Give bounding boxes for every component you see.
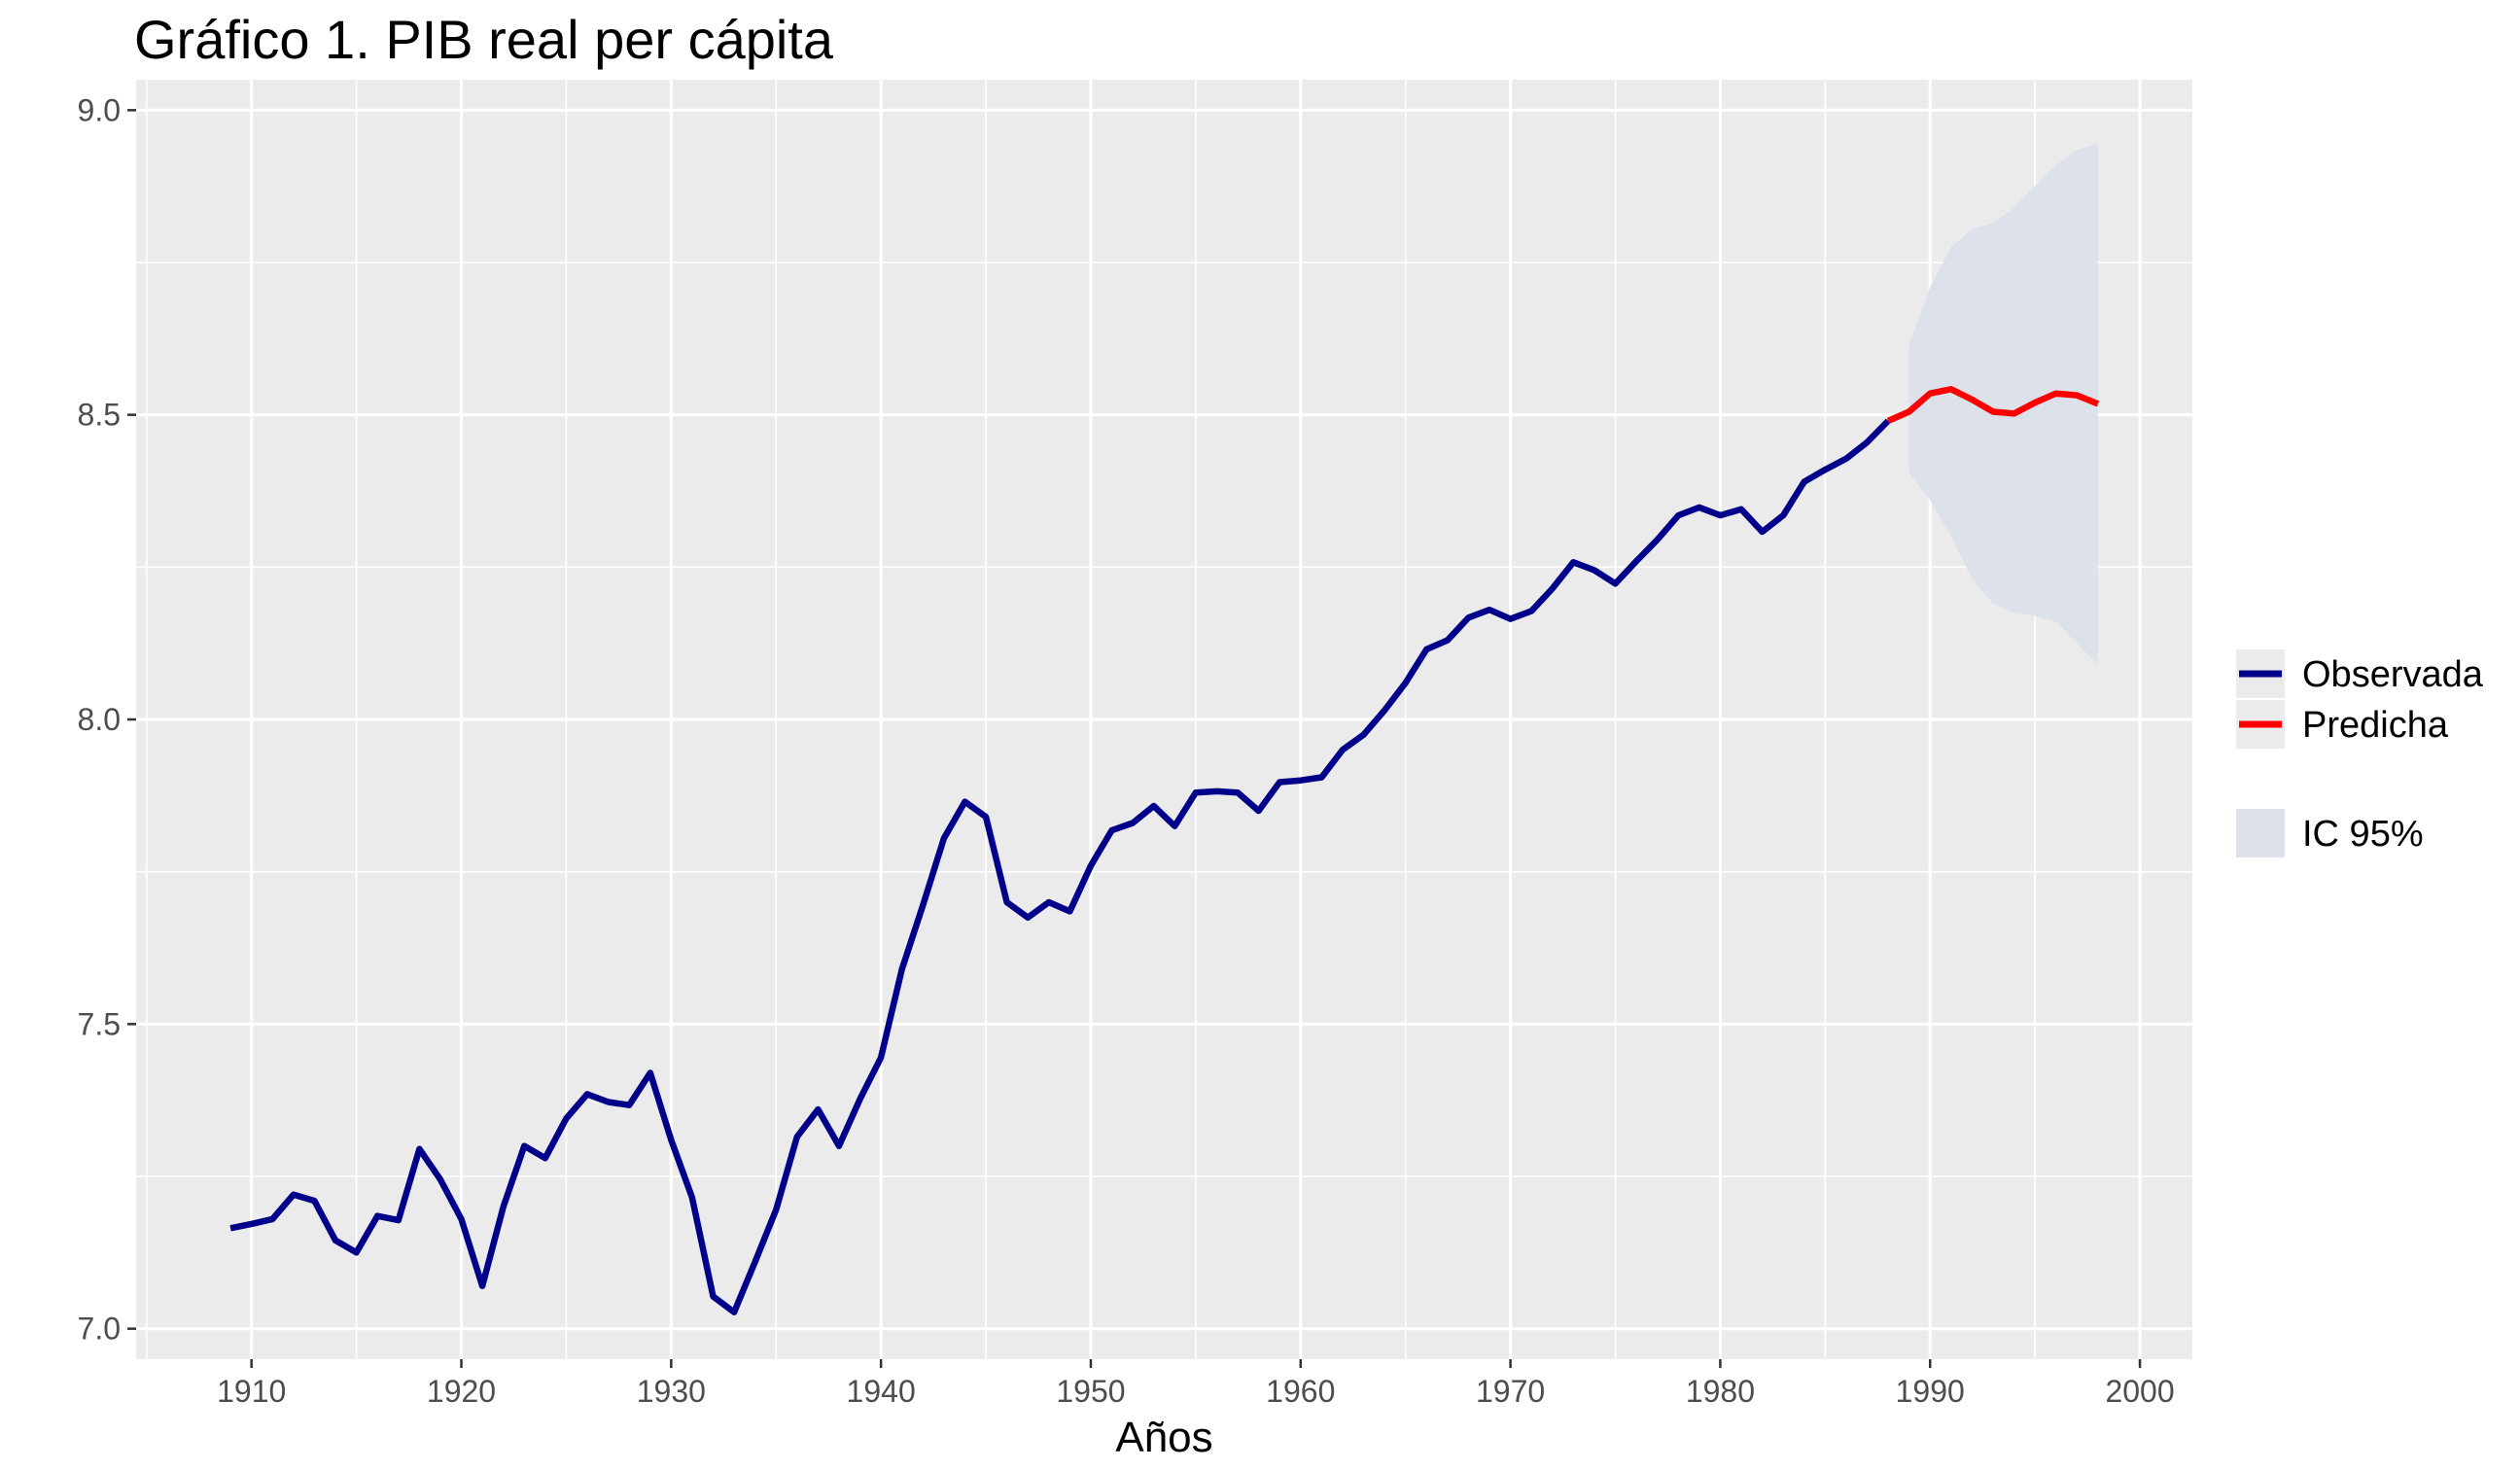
legend-label: Observada [2302,654,2484,695]
x-tick-label: 1990 [1896,1374,1965,1409]
x-axis-title: Años [1115,1414,1212,1461]
y-tick-label: 8.5 [78,398,121,433]
x-tick-label: 1940 [847,1374,916,1409]
confidence-ribbon [1908,143,2098,665]
y-tick-label: 7.0 [78,1312,121,1347]
legend: Observada Predicha IC 95% [2236,649,2484,858]
x-tick-label: 1950 [1056,1374,1125,1409]
x-tick-label: 2000 [2105,1374,2174,1409]
x-axis: 1910 1920 1930 1940 1950 1960 1970 1980 1990 2000 [217,1359,2175,1409]
series-layer [229,386,2100,1315]
y-tick-label: 9.0 [78,92,121,127]
x-tick-label: 1980 [1686,1374,1755,1409]
x-tick-label: 1930 [637,1374,706,1409]
series-line-0 [229,418,1891,1315]
legend-label: Predicha [2302,705,2449,746]
x-tick-label: 1910 [217,1374,286,1409]
ribbon-layer [1908,143,2098,665]
series-line-1 [1886,386,2100,424]
y-tick-label: 8.0 [78,702,121,737]
x-tick-label: 1960 [1266,1374,1335,1409]
y-axis: 7.0 7.5 8.0 8.5 9.0 [78,92,136,1347]
x-tick-label: 1920 [427,1374,496,1409]
chart-title: Gráfico 1. PIB real per cápita [134,9,834,70]
legend-label: IC 95% [2302,814,2424,855]
legend-fill-swatch [2236,809,2285,858]
y-tick-label: 7.5 [78,1006,121,1041]
x-tick-label: 1970 [1476,1374,1545,1409]
